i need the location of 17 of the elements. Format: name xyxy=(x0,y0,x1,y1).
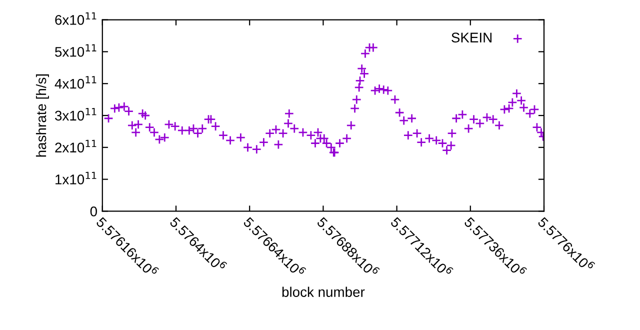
y-tick-label: 3x10$^{11}$ xyxy=(55,108,96,121)
x-axis-title: block number xyxy=(282,286,365,297)
x-tick-label: 5.57616x10$^{6}$ xyxy=(96,214,160,278)
y-axis-title: hashrate [h/s] xyxy=(36,74,49,157)
x-tick-label: 5.57736x10$^{6}$ xyxy=(464,214,528,278)
x-tick-label: 5.57688x10$^{6}$ xyxy=(316,214,380,278)
x-tick-label: 5.5764x10$^{6}$ xyxy=(169,214,228,273)
y-tick-label: 6x10$^{11}$ xyxy=(55,12,96,25)
y-tick-label: 0 xyxy=(90,206,97,216)
x-tick-label: 5.57664x10$^{6}$ xyxy=(242,214,307,278)
y-tick-label: 1x10$^{11}$ xyxy=(56,172,96,184)
y-tick-label: 5x10$^{11}$ xyxy=(55,44,96,57)
legend-label: SKEIN xyxy=(452,32,492,42)
y-tick-label: 2x10$^{11}$ xyxy=(55,140,96,152)
y-tick-label: 4x10$^{11}$ xyxy=(54,76,96,89)
x-tick-label: 5.5776x10$^{6}$ xyxy=(537,214,596,273)
x-tick-label: 5.57712x10$^{6}$ xyxy=(390,214,454,278)
